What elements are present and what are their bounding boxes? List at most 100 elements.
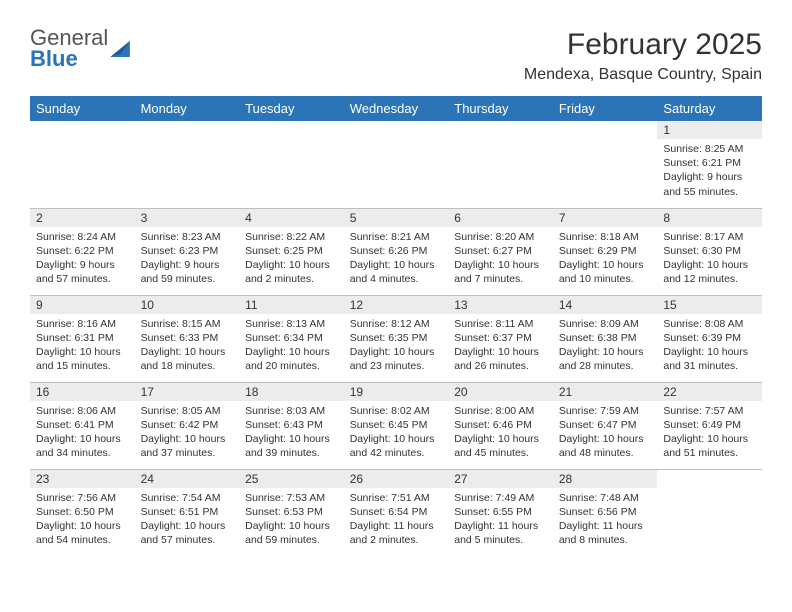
day-cell: 15Sunrise: 8:08 AMSunset: 6:39 PMDayligh…: [657, 295, 762, 382]
brand-triangle-icon: [110, 41, 132, 57]
daylight-text: Daylight: 11 hours and 5 minutes.: [454, 519, 547, 547]
day-number: 23: [30, 470, 135, 488]
day-info: Sunrise: 7:54 AMSunset: 6:51 PMDaylight:…: [135, 488, 240, 552]
day-number: 18: [239, 383, 344, 401]
sunrise-text: Sunrise: 7:51 AM: [350, 491, 443, 505]
day-cell: 24Sunrise: 7:54 AMSunset: 6:51 PMDayligh…: [135, 469, 240, 556]
daylight-text: Daylight: 10 hours and 26 minutes.: [454, 345, 547, 373]
empty-cell: [657, 469, 762, 556]
day-info: Sunrise: 8:06 AMSunset: 6:41 PMDaylight:…: [30, 401, 135, 465]
calendar-body: 1Sunrise: 8:25 AMSunset: 6:21 PMDaylight…: [30, 121, 762, 556]
sunrise-text: Sunrise: 8:23 AM: [141, 230, 234, 244]
day-number: 2: [30, 209, 135, 227]
day-cell: 17Sunrise: 8:05 AMSunset: 6:42 PMDayligh…: [135, 382, 240, 469]
sunset-text: Sunset: 6:31 PM: [36, 331, 129, 345]
sunrise-text: Sunrise: 8:15 AM: [141, 317, 234, 331]
empty-cell: [448, 121, 553, 208]
daylight-text: Daylight: 10 hours and 23 minutes.: [350, 345, 443, 373]
day-info: Sunrise: 8:18 AMSunset: 6:29 PMDaylight:…: [553, 227, 658, 291]
sunrise-text: Sunrise: 8:05 AM: [141, 404, 234, 418]
week-row: 23Sunrise: 7:56 AMSunset: 6:50 PMDayligh…: [30, 469, 762, 556]
day-info: Sunrise: 8:25 AMSunset: 6:21 PMDaylight:…: [657, 139, 762, 203]
empty-cell: [344, 121, 449, 208]
sunrise-text: Sunrise: 7:53 AM: [245, 491, 338, 505]
sunset-text: Sunset: 6:27 PM: [454, 244, 547, 258]
day-info: Sunrise: 8:05 AMSunset: 6:42 PMDaylight:…: [135, 401, 240, 465]
sunrise-text: Sunrise: 8:06 AM: [36, 404, 129, 418]
day-info: Sunrise: 7:59 AMSunset: 6:47 PMDaylight:…: [553, 401, 658, 465]
sunset-text: Sunset: 6:47 PM: [559, 418, 652, 432]
sunrise-text: Sunrise: 8:02 AM: [350, 404, 443, 418]
day-number: 25: [239, 470, 344, 488]
day-cell: 8Sunrise: 8:17 AMSunset: 6:30 PMDaylight…: [657, 208, 762, 295]
daylight-text: Daylight: 10 hours and 51 minutes.: [663, 432, 756, 460]
week-row: 1Sunrise: 8:25 AMSunset: 6:21 PMDaylight…: [30, 121, 762, 208]
sunset-text: Sunset: 6:51 PM: [141, 505, 234, 519]
sunset-text: Sunset: 6:41 PM: [36, 418, 129, 432]
day-info: Sunrise: 7:49 AMSunset: 6:55 PMDaylight:…: [448, 488, 553, 552]
day-number: 19: [344, 383, 449, 401]
day-cell: 10Sunrise: 8:15 AMSunset: 6:33 PMDayligh…: [135, 295, 240, 382]
sunset-text: Sunset: 6:33 PM: [141, 331, 234, 345]
day-info: Sunrise: 8:03 AMSunset: 6:43 PMDaylight:…: [239, 401, 344, 465]
dayheader-thursday: Thursday: [448, 96, 553, 121]
sunrise-text: Sunrise: 7:56 AM: [36, 491, 129, 505]
day-cell: 19Sunrise: 8:02 AMSunset: 6:45 PMDayligh…: [344, 382, 449, 469]
week-row: 9Sunrise: 8:16 AMSunset: 6:31 PMDaylight…: [30, 295, 762, 382]
day-cell: 16Sunrise: 8:06 AMSunset: 6:41 PMDayligh…: [30, 382, 135, 469]
daylight-text: Daylight: 9 hours and 59 minutes.: [141, 258, 234, 286]
sunrise-text: Sunrise: 8:00 AM: [454, 404, 547, 418]
day-info: Sunrise: 8:11 AMSunset: 6:37 PMDaylight:…: [448, 314, 553, 378]
day-number: 11: [239, 296, 344, 314]
day-number: 5: [344, 209, 449, 227]
sunrise-text: Sunrise: 8:12 AM: [350, 317, 443, 331]
daylight-text: Daylight: 10 hours and 34 minutes.: [36, 432, 129, 460]
day-info: Sunrise: 8:21 AMSunset: 6:26 PMDaylight:…: [344, 227, 449, 291]
daylight-text: Daylight: 9 hours and 55 minutes.: [663, 170, 756, 198]
day-info: Sunrise: 8:17 AMSunset: 6:30 PMDaylight:…: [657, 227, 762, 291]
day-number: 24: [135, 470, 240, 488]
sunrise-text: Sunrise: 8:08 AM: [663, 317, 756, 331]
day-number: 6: [448, 209, 553, 227]
calendar-table: SundayMondayTuesdayWednesdayThursdayFrid…: [30, 96, 762, 556]
sunset-text: Sunset: 6:55 PM: [454, 505, 547, 519]
daylight-text: Daylight: 10 hours and 10 minutes.: [559, 258, 652, 286]
sunset-text: Sunset: 6:46 PM: [454, 418, 547, 432]
day-number: 8: [657, 209, 762, 227]
sunset-text: Sunset: 6:26 PM: [350, 244, 443, 258]
sunrise-text: Sunrise: 8:22 AM: [245, 230, 338, 244]
day-number: 15: [657, 296, 762, 314]
day-info: Sunrise: 8:00 AMSunset: 6:46 PMDaylight:…: [448, 401, 553, 465]
sunset-text: Sunset: 6:34 PM: [245, 331, 338, 345]
day-number: 22: [657, 383, 762, 401]
daylight-text: Daylight: 10 hours and 12 minutes.: [663, 258, 756, 286]
day-cell: 12Sunrise: 8:12 AMSunset: 6:35 PMDayligh…: [344, 295, 449, 382]
sunset-text: Sunset: 6:56 PM: [559, 505, 652, 519]
sunrise-text: Sunrise: 8:17 AM: [663, 230, 756, 244]
daylight-text: Daylight: 10 hours and 31 minutes.: [663, 345, 756, 373]
sunrise-text: Sunrise: 8:03 AM: [245, 404, 338, 418]
dayheader-row: SundayMondayTuesdayWednesdayThursdayFrid…: [30, 96, 762, 121]
day-info: Sunrise: 8:02 AMSunset: 6:45 PMDaylight:…: [344, 401, 449, 465]
sunrise-text: Sunrise: 8:25 AM: [663, 142, 756, 156]
day-info: Sunrise: 7:53 AMSunset: 6:53 PMDaylight:…: [239, 488, 344, 552]
sunset-text: Sunset: 6:38 PM: [559, 331, 652, 345]
sunrise-text: Sunrise: 7:48 AM: [559, 491, 652, 505]
sunrise-text: Sunrise: 7:57 AM: [663, 404, 756, 418]
day-cell: 5Sunrise: 8:21 AMSunset: 6:26 PMDaylight…: [344, 208, 449, 295]
title-block: February 2025 Mendexa, Basque Country, S…: [524, 28, 762, 84]
sunset-text: Sunset: 6:25 PM: [245, 244, 338, 258]
day-cell: 18Sunrise: 8:03 AMSunset: 6:43 PMDayligh…: [239, 382, 344, 469]
day-info: Sunrise: 8:15 AMSunset: 6:33 PMDaylight:…: [135, 314, 240, 378]
calendar-head: SundayMondayTuesdayWednesdayThursdayFrid…: [30, 96, 762, 121]
day-info: Sunrise: 8:22 AMSunset: 6:25 PMDaylight:…: [239, 227, 344, 291]
day-cell: 20Sunrise: 8:00 AMSunset: 6:46 PMDayligh…: [448, 382, 553, 469]
daylight-text: Daylight: 10 hours and 54 minutes.: [36, 519, 129, 547]
month-title: February 2025: [524, 28, 762, 62]
day-info: Sunrise: 7:57 AMSunset: 6:49 PMDaylight:…: [657, 401, 762, 465]
sunset-text: Sunset: 6:22 PM: [36, 244, 129, 258]
day-cell: 2Sunrise: 8:24 AMSunset: 6:22 PMDaylight…: [30, 208, 135, 295]
day-cell: 9Sunrise: 8:16 AMSunset: 6:31 PMDaylight…: [30, 295, 135, 382]
day-cell: 27Sunrise: 7:49 AMSunset: 6:55 PMDayligh…: [448, 469, 553, 556]
daylight-text: Daylight: 11 hours and 8 minutes.: [559, 519, 652, 547]
